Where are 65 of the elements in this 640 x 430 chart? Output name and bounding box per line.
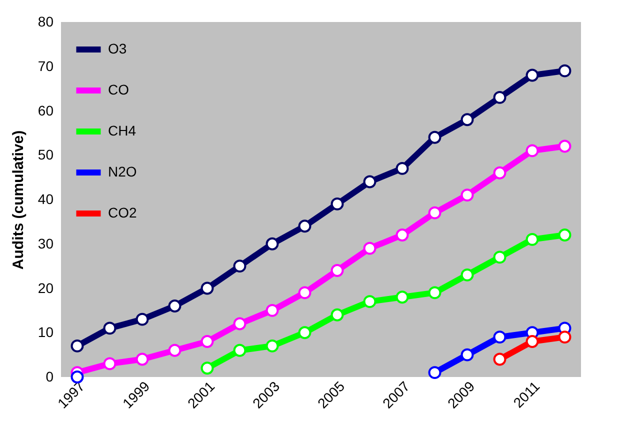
point [460,348,474,362]
point [396,228,409,242]
point [233,317,246,330]
point [493,166,506,180]
y-tick-label: 40 [38,191,54,207]
point [168,344,182,357]
point [266,237,279,250]
y-tick-label: 60 [38,102,54,118]
point [266,339,279,352]
point [103,322,116,335]
point [200,282,214,295]
point [330,264,344,277]
point [493,352,506,366]
point [428,366,442,380]
point [396,162,409,175]
point [200,335,214,348]
point [330,197,344,210]
point [298,220,312,233]
point [526,68,539,82]
point [330,308,344,322]
point [70,370,84,384]
legend-label: CO2 [108,204,137,220]
point [558,330,572,344]
point [266,304,279,317]
point [136,352,149,366]
point [460,188,474,202]
point [558,140,572,153]
y-axis-title: Audits (cumulative) [10,130,27,270]
y-tick-label: 30 [38,235,54,252]
point [526,232,539,246]
point [298,286,312,300]
legend-label: CO [108,82,130,98]
point [363,295,376,308]
point [526,335,539,348]
point [526,144,539,158]
point [428,206,442,220]
point [493,90,506,104]
y-tick-label: 50 [38,146,54,163]
point [428,130,442,144]
point [460,268,474,282]
y-tick-label: 0 [46,368,54,384]
y-tick-label: 70 [38,58,54,74]
legend-label: CH4 [108,122,136,138]
point [558,64,572,78]
point [493,250,506,264]
point [103,357,116,370]
legend-label: N2O [108,164,137,180]
point [233,260,246,273]
point [493,330,506,344]
y-tick-label: 10 [38,324,54,340]
point [298,326,312,340]
point [136,312,149,326]
point [428,286,442,300]
point [558,228,572,242]
y-tick-label: 20 [38,280,54,296]
point [70,339,84,352]
point [200,362,214,375]
point [233,344,246,357]
point [168,300,182,312]
y-tick-label: 80 [38,14,54,30]
legend-label: O3 [108,40,127,56]
point [363,242,376,255]
point [396,290,409,304]
point [363,175,376,188]
point [460,113,474,126]
